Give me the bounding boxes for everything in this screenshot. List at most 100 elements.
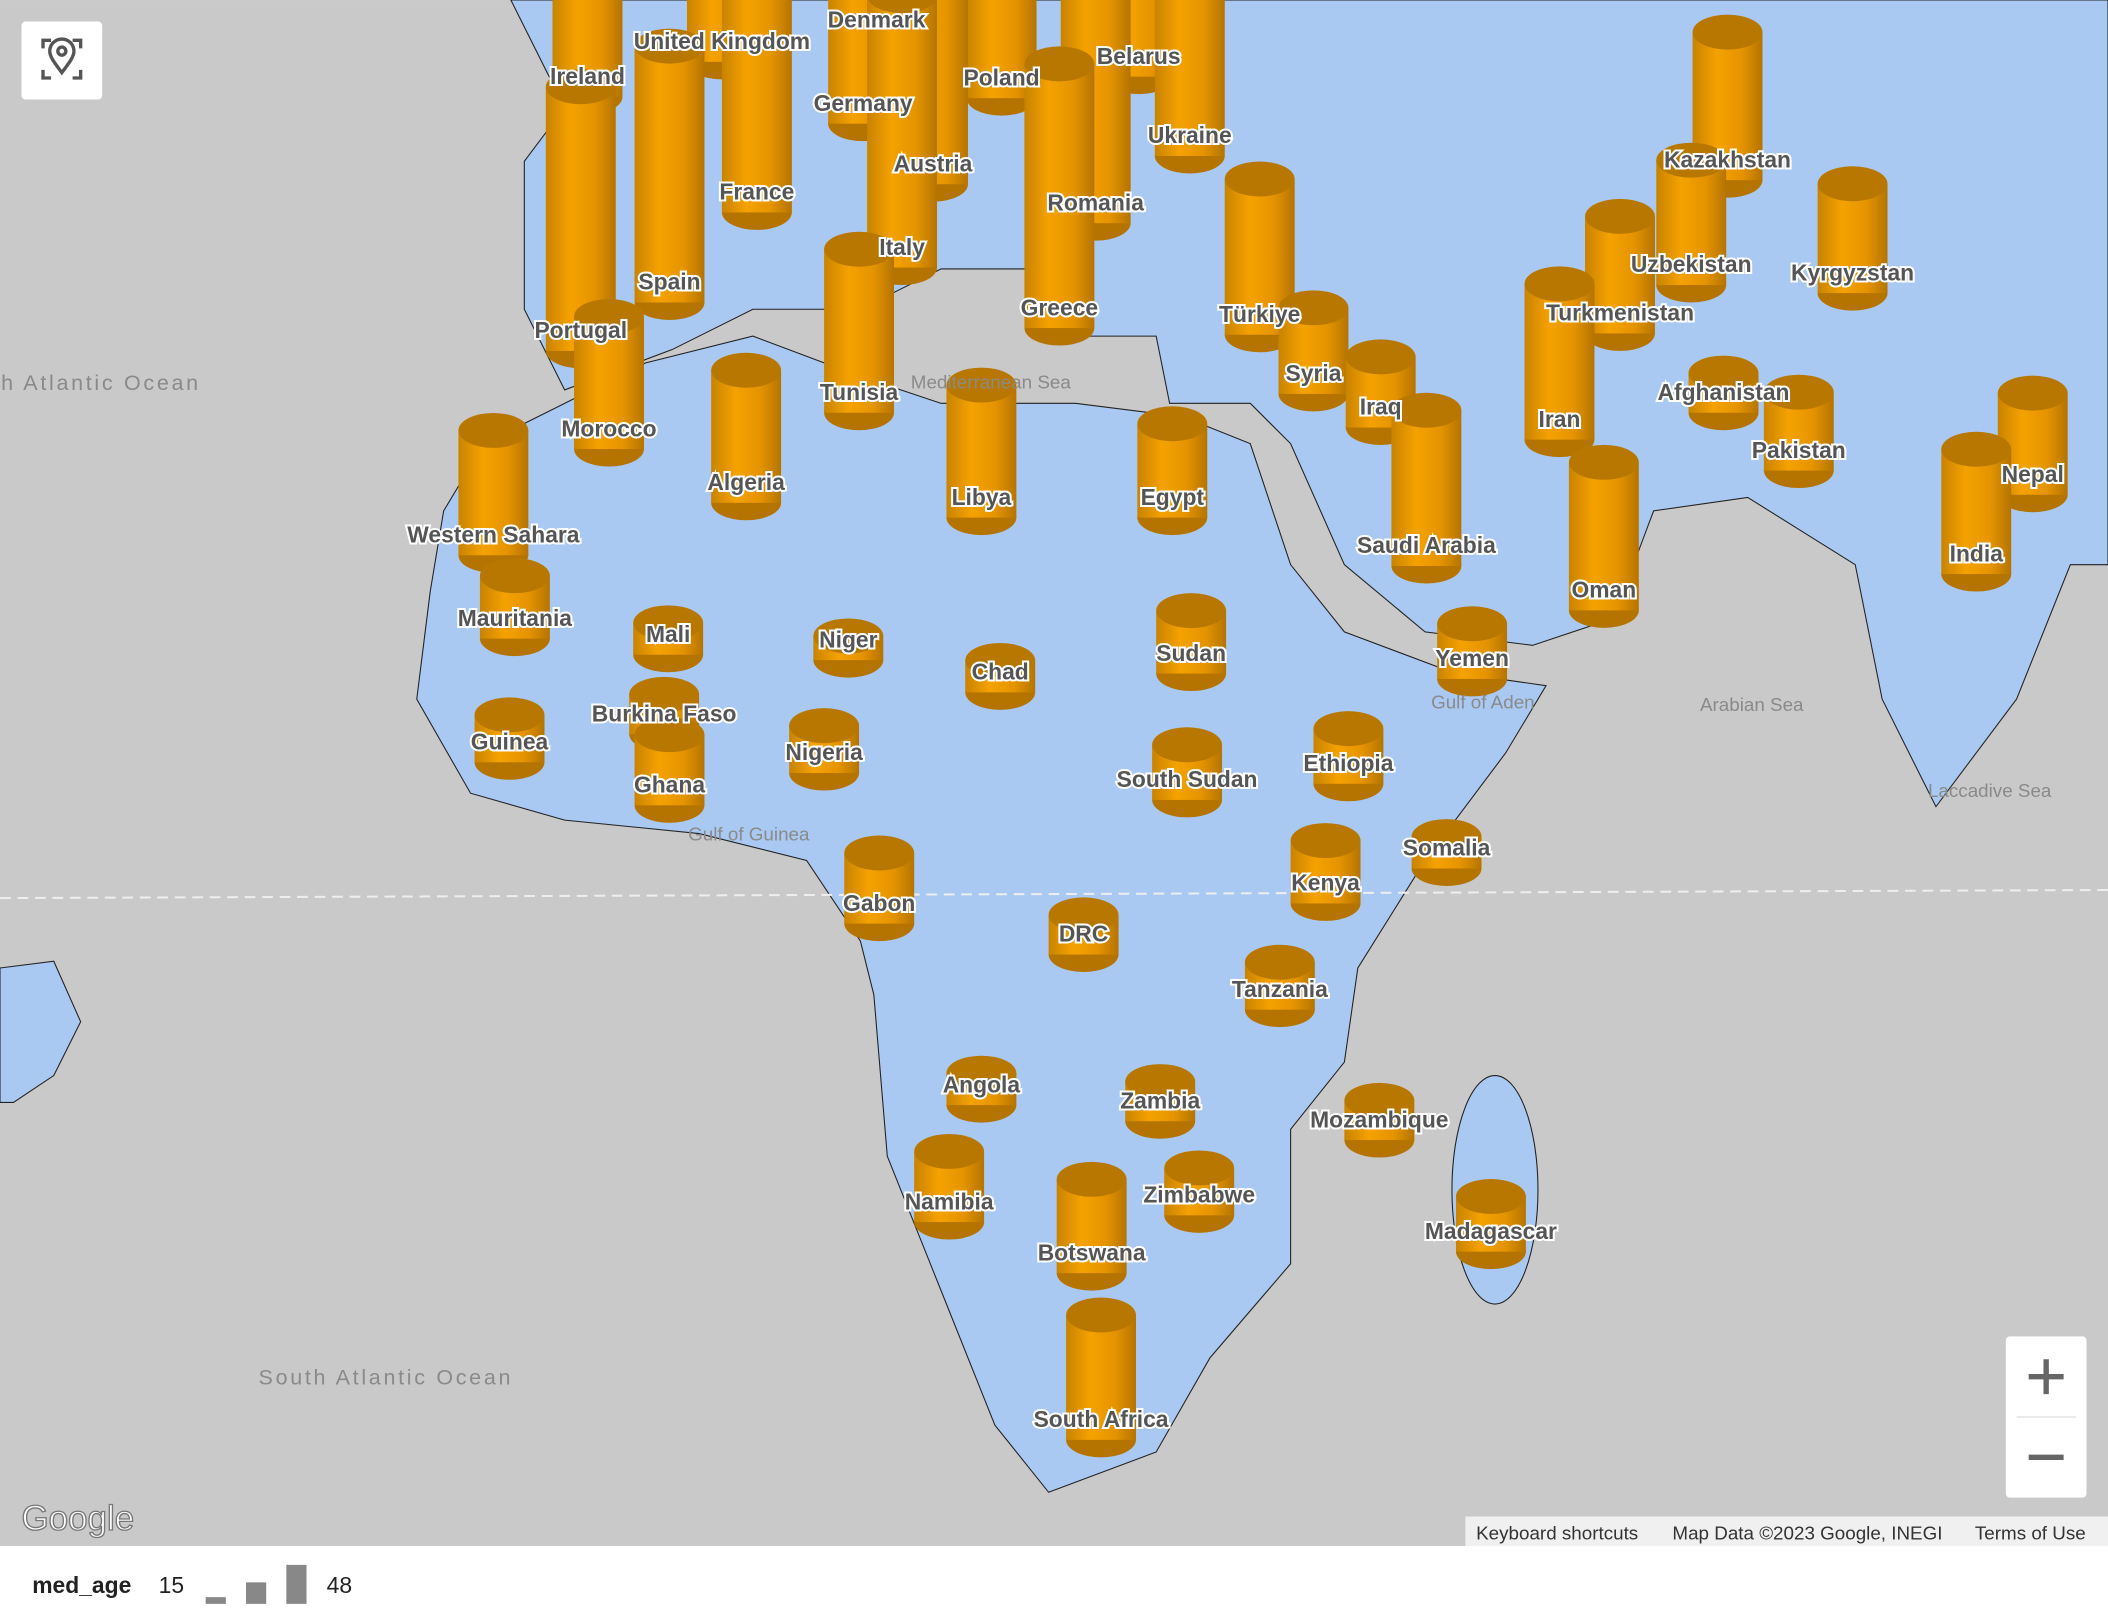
column	[721, 0, 792, 213]
column-top	[1290, 823, 1361, 859]
column-top	[868, 0, 936, 14]
legend-field: med_age	[32, 1572, 131, 1598]
column	[946, 385, 1017, 518]
country-label: India	[1950, 540, 2004, 566]
sea-label: Mediterranean Sea	[911, 372, 1072, 393]
zoom-in[interactable]	[2028, 1359, 2064, 1395]
column-top	[634, 717, 705, 753]
column-top	[1817, 166, 1888, 202]
column-top	[824, 231, 895, 267]
sea-label: Gulf of Guinea	[688, 823, 810, 844]
country-label: Spain	[638, 269, 700, 295]
country-label: South Sudan	[1117, 766, 1258, 792]
country-label: Nigeria	[785, 739, 863, 765]
column-top	[1164, 1150, 1235, 1186]
country-label: Tunisia	[820, 379, 899, 405]
column-top	[1278, 290, 1349, 326]
sea-label: Gulf of Aden	[1431, 692, 1535, 713]
location-icon	[41, 37, 83, 80]
column-top	[946, 1055, 1017, 1091]
column-top	[965, 642, 1036, 678]
legend-swatch	[286, 1564, 307, 1604]
column-top	[1656, 142, 1727, 178]
equator	[0, 888, 2108, 900]
country-label: DRC	[1059, 921, 1109, 947]
column	[867, 0, 938, 268]
terms[interactable]: Terms of Use	[1975, 1522, 2086, 1543]
country-label: Nepal	[2002, 461, 2064, 487]
column-top	[545, 69, 616, 105]
column	[458, 430, 529, 556]
country-label: Tanzania	[1232, 976, 1328, 1002]
country-label: Mauritania	[458, 605, 573, 631]
column-top	[474, 697, 545, 733]
column-top	[458, 412, 529, 448]
column	[824, 249, 895, 413]
country-label: Zambia	[1120, 1087, 1200, 1113]
column	[1154, 0, 1225, 156]
country-label: Germany	[814, 90, 913, 116]
country-label: Iraq	[1360, 394, 1402, 420]
column	[1568, 462, 1639, 611]
map-data: Map Data ©2023 Google, INEGI	[1672, 1522, 1942, 1543]
column-top	[479, 558, 550, 594]
country-label: Turkmenistan	[1546, 300, 1694, 326]
column	[711, 370, 782, 503]
column-top	[1411, 819, 1482, 855]
column-top	[1224, 161, 1295, 197]
column	[1585, 216, 1655, 334]
column-top	[1056, 1161, 1127, 1197]
country-label: Gabon	[843, 890, 915, 916]
column	[1391, 410, 1462, 567]
column-top	[1941, 431, 2012, 467]
column-top	[574, 299, 644, 334]
column-top	[711, 352, 782, 388]
country-label: Egypt	[1141, 484, 1205, 510]
country-label: Greece	[1021, 294, 1098, 320]
country-label: Zimbabwe	[1143, 1182, 1255, 1208]
column-top	[1313, 711, 1384, 747]
country-label: Uzbekistan	[1631, 251, 1752, 277]
column-top	[1125, 1064, 1196, 1100]
column-top	[1692, 14, 1763, 50]
country-label: Morocco	[561, 415, 656, 441]
country-label: Mozambique	[1310, 1106, 1448, 1132]
country-label: Libya	[952, 484, 1012, 510]
country-label: Ukraine	[1148, 122, 1232, 148]
legend-min: 15	[159, 1572, 184, 1598]
country-label: Ireland	[550, 63, 625, 89]
column-top	[1455, 1179, 1526, 1214]
country-label: Niger	[819, 626, 878, 652]
column-top	[633, 605, 704, 641]
column-top	[1024, 46, 1095, 82]
country-label: Burkina Faso	[592, 700, 737, 726]
location-button[interactable]	[21, 21, 103, 100]
column-top	[1391, 392, 1462, 428]
country-label: Oman	[1571, 577, 1636, 603]
column-top	[1437, 606, 1508, 642]
country-label: Angola	[943, 1071, 1021, 1097]
country-label: Mali	[646, 621, 690, 647]
google-logo: Google	[22, 1499, 135, 1538]
column-top	[1137, 406, 1208, 442]
country-label: Algeria	[707, 469, 785, 495]
column	[1066, 1315, 1137, 1440]
country-label: Romania	[1047, 189, 1144, 215]
column-top	[914, 1133, 985, 1169]
column-top	[813, 618, 884, 654]
country-label: Chad	[972, 659, 1029, 685]
country-label: Iran	[1539, 406, 1581, 432]
country-label: Guinea	[471, 729, 549, 755]
south-america	[0, 960, 82, 1103]
country-label: Ethiopia	[1303, 750, 1393, 776]
column-top	[1688, 355, 1759, 391]
country-label: Sudan	[1156, 640, 1226, 666]
country-label: Somalia	[1403, 835, 1491, 861]
column-top	[1997, 375, 2068, 411]
country-label: Italy	[879, 234, 925, 260]
country-label: Poland	[963, 64, 1039, 90]
column	[1656, 160, 1727, 286]
country-label: Yemen	[1435, 645, 1509, 671]
keyboard-shortcuts[interactable]: Keyboard shortcuts	[1476, 1522, 1638, 1543]
country-label: Kyrgyzstan	[1791, 259, 1914, 285]
